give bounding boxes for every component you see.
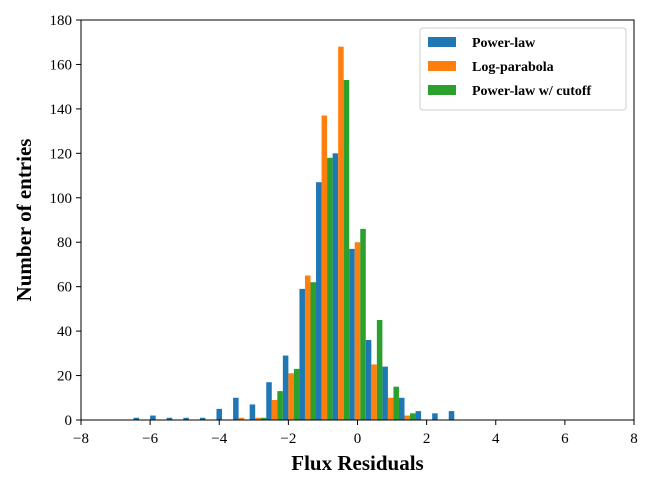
x-tick-label: 0	[354, 431, 362, 447]
bar-power-law-w-cutoff-9	[293, 368, 300, 420]
bar-log-parabola-15	[387, 397, 394, 420]
bar-log-parabola-14	[371, 364, 377, 420]
bar-power-law-7	[249, 404, 256, 420]
x-tick-label: −4	[211, 431, 227, 447]
legend-swatch	[428, 61, 456, 71]
legend-label: Power-law w/ cutoff	[472, 84, 592, 99]
x-tick-label: −6	[142, 431, 158, 447]
x-tick-label: 6	[561, 431, 569, 447]
bar-power-law-15	[382, 366, 388, 420]
legend-label: Log-parabola	[472, 60, 554, 75]
legend-label: Power-law	[472, 36, 536, 51]
bar-power-law-13	[349, 248, 355, 420]
bar-log-parabola-10	[304, 275, 311, 420]
bar-power-law-4	[199, 417, 206, 420]
bar-power-law-w-cutoff-11	[327, 157, 333, 420]
bar-power-law-10	[299, 288, 305, 420]
bar-log-parabola-12	[338, 46, 344, 421]
bar-log-parabola-13	[354, 242, 361, 420]
bar-log-parabola-11	[321, 115, 328, 420]
legend-swatch	[428, 85, 456, 95]
y-tick-label: 40	[57, 324, 72, 340]
legend: Power-law Log-parabola Power-law w/ cutoff	[419, 27, 627, 111]
y-tick-label: 20	[57, 369, 72, 385]
bar-power-law-w-cutoff-15	[393, 386, 399, 420]
bar-power-law-w-cutoff-14	[376, 320, 383, 420]
y-tick-label: 80	[57, 235, 72, 251]
bar-power-law-8	[266, 382, 272, 420]
bar-log-parabola-6	[238, 417, 245, 420]
bar-power-law-2	[166, 417, 173, 420]
bar-power-law-w-cutoff-10	[310, 282, 317, 420]
bar-power-law-12	[332, 153, 339, 420]
y-tick-label: 0	[65, 413, 73, 429]
bar-power-law-5	[216, 408, 223, 420]
y-tick-label: 60	[57, 280, 72, 296]
bar-power-law-0	[133, 417, 140, 420]
bar-log-parabola-9	[288, 373, 294, 420]
legend-swatch	[428, 37, 456, 47]
bar-power-law-w-cutoff-12	[343, 80, 350, 420]
bar-power-law-9	[282, 355, 289, 420]
bar-power-law-6	[233, 397, 239, 420]
x-tick-label: −2	[280, 431, 296, 447]
y-axis-title: Number of entries	[12, 139, 36, 302]
y-tick-label: 100	[50, 191, 73, 207]
y-axis-ticks: 0 20 40 60 80 100 120 140 160 180	[50, 13, 81, 429]
bar-power-law-18	[432, 413, 438, 420]
x-axis-ticks: −8 −6 −4 −2 0 2 4 6 8	[73, 420, 638, 447]
bar-log-parabola-16	[404, 415, 411, 420]
bar-power-law-3	[183, 417, 189, 420]
bar-power-law-14	[365, 340, 372, 420]
bar-power-law-1	[150, 415, 156, 420]
bar-power-law-w-cutoff-13	[360, 228, 366, 420]
x-tick-label: 4	[492, 431, 500, 447]
y-tick-label: 120	[50, 146, 73, 162]
bar-power-law-19	[448, 411, 455, 420]
bars-layer	[133, 46, 455, 421]
bar-log-parabola-7	[255, 417, 261, 420]
x-tick-label: 2	[423, 431, 431, 447]
x-axis-title: Flux Residuals	[291, 451, 423, 475]
y-tick-label: 180	[50, 13, 73, 29]
bar-power-law-w-cutoff-16	[410, 413, 416, 420]
bar-power-law-11	[316, 182, 322, 420]
y-tick-label: 160	[50, 57, 73, 73]
x-tick-label: −8	[73, 431, 89, 447]
legend-box	[419, 27, 627, 111]
bar-power-law-17	[415, 411, 422, 420]
bar-power-law-w-cutoff-8	[277, 391, 283, 420]
bar-power-law-16	[398, 397, 405, 420]
bar-log-parabola-8	[271, 400, 278, 420]
y-tick-label: 140	[50, 102, 73, 118]
bar-power-law-w-cutoff-7	[260, 417, 267, 420]
x-tick-label: 8	[630, 431, 638, 447]
